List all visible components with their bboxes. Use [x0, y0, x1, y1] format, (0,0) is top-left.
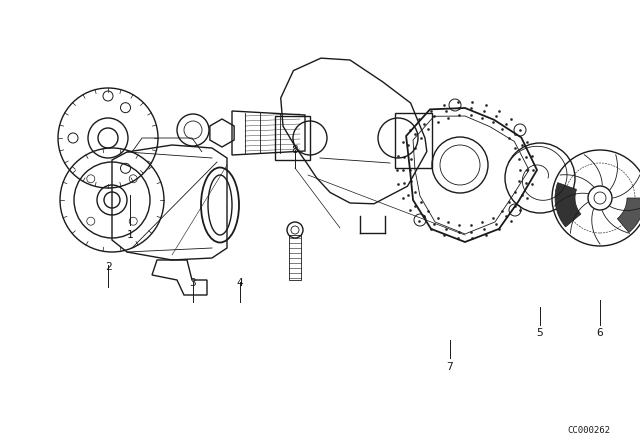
Wedge shape [555, 183, 581, 227]
Wedge shape [618, 198, 640, 233]
Text: 1: 1 [127, 230, 133, 240]
Text: 7: 7 [447, 362, 453, 372]
Text: 6: 6 [596, 328, 604, 338]
Text: 3: 3 [189, 278, 196, 288]
Text: 4: 4 [237, 278, 243, 288]
Text: 2: 2 [104, 262, 111, 272]
Text: CC000262: CC000262 [567, 426, 610, 435]
Text: 8: 8 [292, 145, 298, 155]
Text: 5: 5 [536, 328, 543, 338]
